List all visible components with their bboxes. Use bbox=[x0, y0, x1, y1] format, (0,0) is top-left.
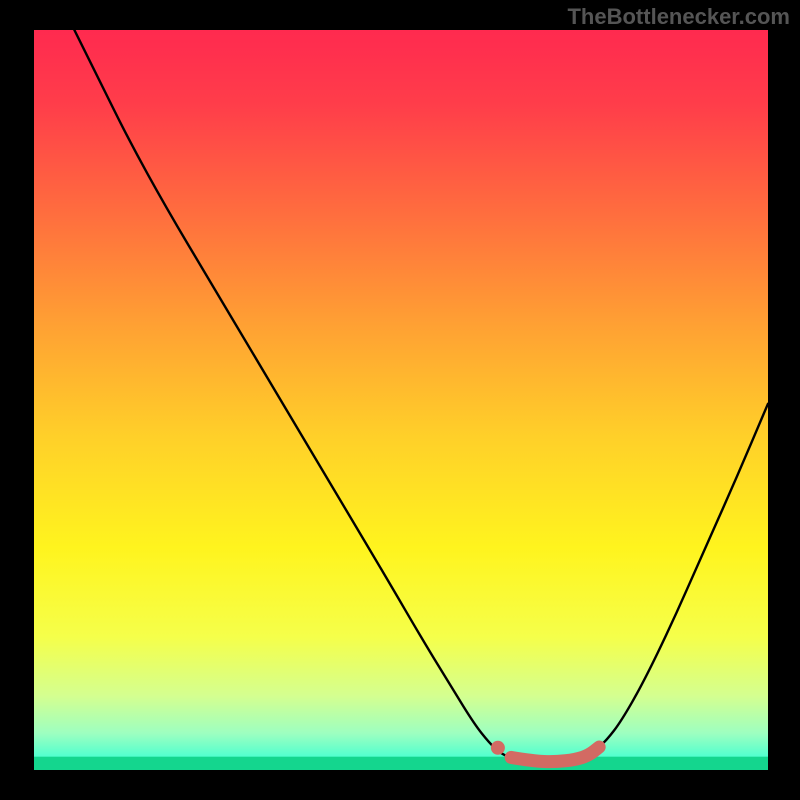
plot-area bbox=[34, 30, 768, 770]
bottom-band bbox=[34, 757, 768, 770]
highlight-dot bbox=[491, 741, 505, 755]
watermark-text: TheBottlenecker.com bbox=[567, 4, 790, 30]
chart-container: TheBottlenecker.com bbox=[0, 0, 800, 800]
gradient-background bbox=[34, 30, 768, 770]
